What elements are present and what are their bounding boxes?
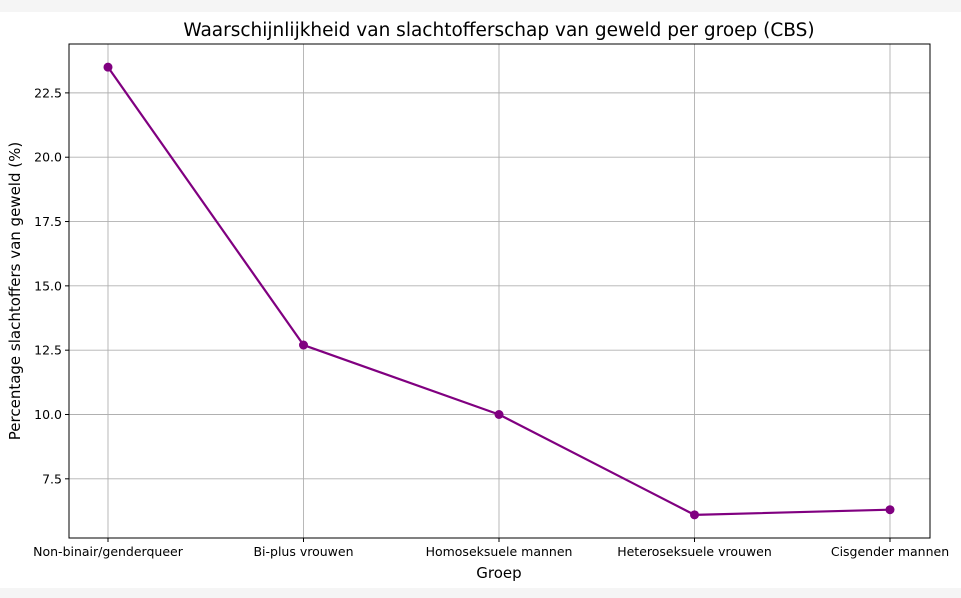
x-axis-title: Groep: [476, 564, 521, 582]
x-tick-label: Cisgender mannen: [831, 544, 949, 559]
x-tick-label: Non-binair/genderqueer: [33, 544, 184, 559]
data-point: [103, 62, 113, 72]
y-axis-title: Percentage slachtoffers van geweld (%): [6, 142, 24, 440]
y-tick-label: 10.0: [34, 407, 62, 422]
data-point: [494, 410, 504, 419]
y-tick-label: 17.5: [34, 214, 62, 229]
y-axis: 7.5 10.0 12.5 15.0 17.5 20.0 22.5: [34, 85, 69, 486]
data-point: [690, 510, 699, 520]
figure-background: [0, 12, 961, 588]
series-line: [103, 62, 895, 520]
grid-lines: [69, 44, 930, 538]
y-tick-label: 15.0: [34, 278, 62, 293]
y-tick-label: 7.5: [42, 471, 62, 486]
data-point: [885, 505, 895, 515]
x-tick-label: Heteroseksuele vrouwen: [617, 544, 772, 559]
plot-area: [68, 43, 931, 539]
chart-title: Waarschijnlijkheid van slachtofferschap …: [183, 20, 814, 41]
x-tick-label: Homoseksuele mannen: [426, 544, 573, 559]
data-point: [299, 340, 308, 350]
x-tick-label: Bi-plus vrouwen: [253, 544, 353, 559]
y-tick-label: 20.0: [34, 150, 62, 165]
y-tick-label: 22.5: [34, 85, 62, 100]
x-axis: Non-binair/genderqueer Bi-plus vrouwen Hom…: [33, 538, 949, 559]
y-tick-label: 12.5: [34, 343, 62, 358]
